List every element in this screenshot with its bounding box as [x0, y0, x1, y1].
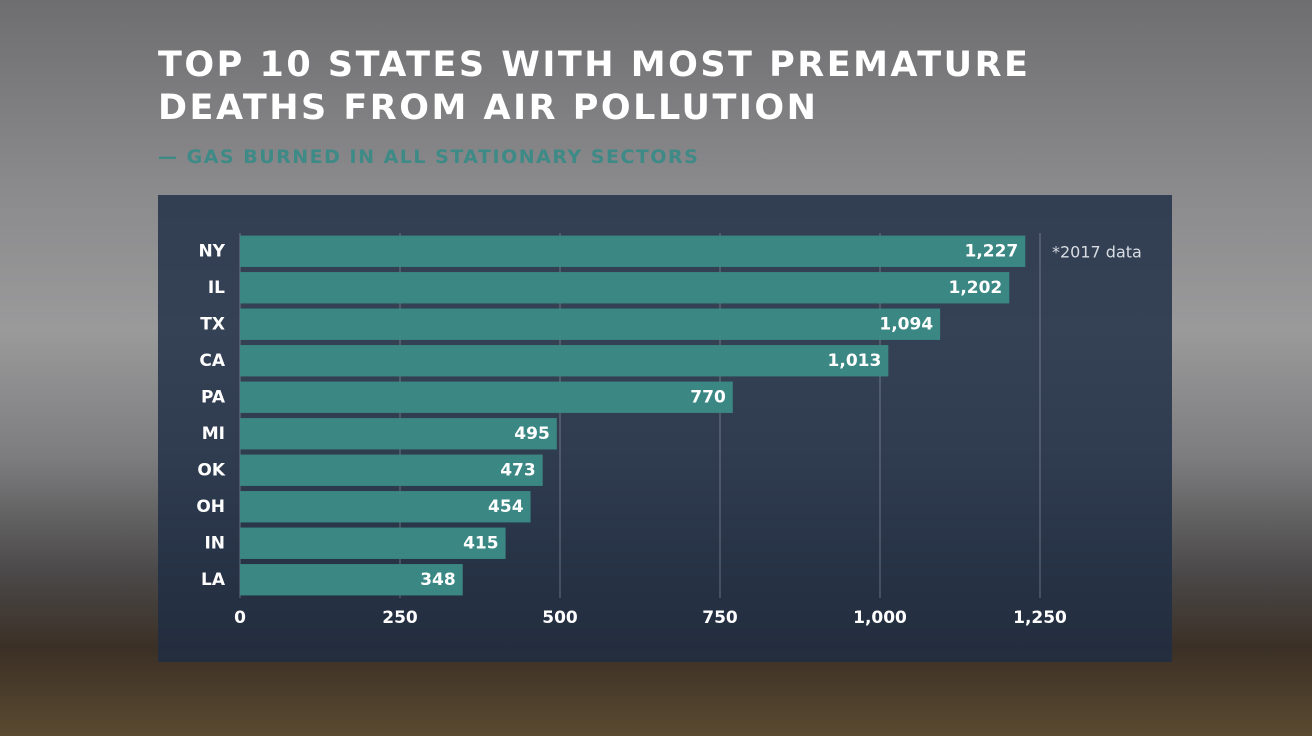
- bar: [240, 418, 557, 450]
- value-label: 473: [500, 460, 536, 480]
- value-label: 1,227: [964, 241, 1018, 261]
- y-tick-label: PA: [201, 387, 226, 407]
- value-label: 1,013: [828, 351, 882, 371]
- chart-title: TOP 10 STATES WITH MOST PREMATURE DEATHS…: [158, 45, 1031, 128]
- x-tick-label: 750: [702, 608, 738, 628]
- value-label: 495: [514, 424, 550, 444]
- y-tick-label: NY: [198, 241, 225, 261]
- x-tick-label: 500: [542, 608, 578, 628]
- y-tick-label: IN: [204, 533, 225, 553]
- y-tick-label: OK: [197, 460, 225, 480]
- value-label: 454: [488, 497, 524, 517]
- bar: [240, 345, 889, 377]
- bar: [240, 235, 1026, 267]
- bar: [240, 272, 1010, 304]
- chart-subtitle: — GAS BURNED IN ALL STATIONARY SECTORS: [158, 146, 700, 168]
- bar: [240, 491, 531, 523]
- y-tick-label: MI: [202, 424, 225, 444]
- value-label: 1,094: [879, 314, 933, 334]
- y-tick-label: CA: [199, 351, 225, 371]
- bar: [240, 308, 941, 340]
- y-tick-label: LA: [201, 570, 226, 590]
- value-label: 1,202: [948, 278, 1002, 298]
- x-tick-label: 0: [234, 608, 246, 628]
- y-tick-label: OH: [196, 497, 225, 517]
- x-tick-label: 1,000: [853, 608, 907, 628]
- y-tick-label: TX: [200, 314, 225, 334]
- bar: [240, 527, 506, 559]
- value-label: 415: [463, 533, 499, 553]
- y-tick-label: IL: [208, 278, 225, 298]
- value-label: 348: [420, 570, 456, 590]
- bar: [240, 564, 463, 596]
- bar: [240, 454, 543, 486]
- bar: [240, 381, 733, 413]
- value-label: 770: [690, 387, 726, 407]
- annotation: *2017 data: [1052, 243, 1142, 262]
- x-tick-label: 250: [382, 608, 418, 628]
- x-tick-label: 1,250: [1013, 608, 1067, 628]
